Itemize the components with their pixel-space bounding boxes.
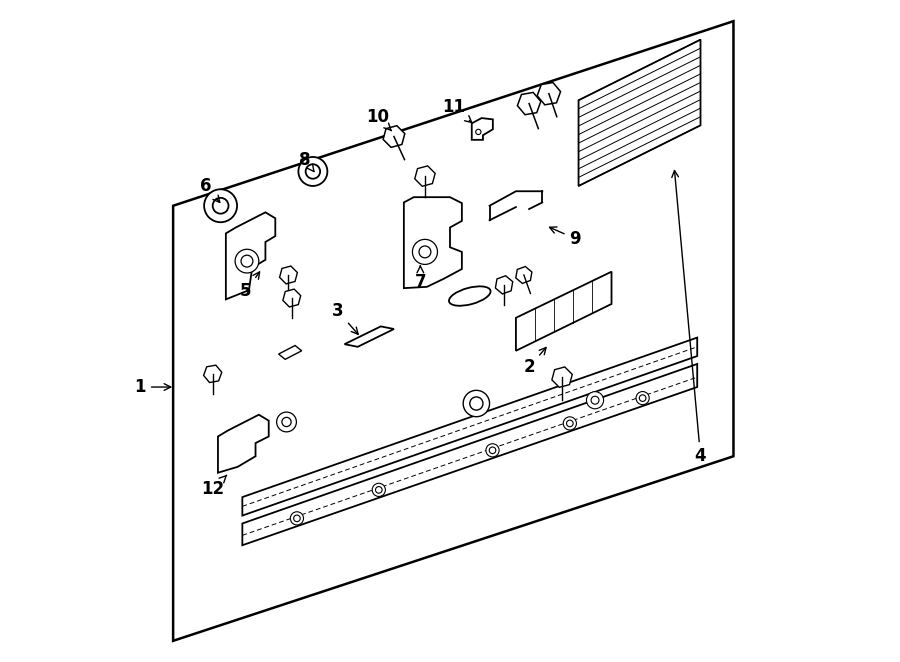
Circle shape (563, 417, 576, 430)
Text: 6: 6 (201, 177, 220, 203)
Circle shape (204, 189, 237, 222)
Polygon shape (280, 266, 297, 284)
Text: 3: 3 (332, 303, 358, 334)
Polygon shape (472, 118, 493, 140)
Circle shape (636, 391, 649, 404)
Polygon shape (383, 126, 405, 148)
Text: 2: 2 (523, 348, 546, 376)
Polygon shape (579, 40, 700, 186)
Text: 5: 5 (240, 272, 259, 301)
Circle shape (412, 240, 437, 264)
Polygon shape (279, 346, 302, 359)
Text: 9: 9 (550, 227, 581, 248)
Circle shape (299, 157, 328, 186)
Polygon shape (203, 365, 221, 383)
Polygon shape (518, 93, 541, 115)
Ellipse shape (449, 287, 491, 306)
Polygon shape (283, 289, 301, 307)
Polygon shape (242, 364, 698, 545)
Circle shape (486, 444, 500, 457)
Polygon shape (218, 414, 269, 473)
Polygon shape (516, 271, 611, 351)
Polygon shape (552, 367, 572, 387)
Polygon shape (516, 267, 532, 283)
Text: 10: 10 (366, 108, 392, 130)
Text: 11: 11 (442, 98, 472, 122)
Circle shape (235, 250, 259, 273)
Polygon shape (226, 213, 275, 299)
Circle shape (373, 483, 385, 496)
Text: 8: 8 (299, 150, 314, 171)
Text: 12: 12 (201, 475, 227, 498)
Text: 4: 4 (671, 171, 706, 465)
Text: 1: 1 (134, 378, 171, 396)
Polygon shape (537, 83, 561, 105)
Text: 7: 7 (415, 266, 426, 291)
Circle shape (276, 412, 296, 432)
Polygon shape (242, 338, 698, 516)
Polygon shape (415, 166, 435, 186)
Circle shape (587, 392, 604, 409)
Polygon shape (345, 326, 394, 347)
Circle shape (291, 512, 303, 525)
Circle shape (464, 391, 490, 416)
Polygon shape (404, 197, 462, 288)
Polygon shape (495, 276, 513, 294)
